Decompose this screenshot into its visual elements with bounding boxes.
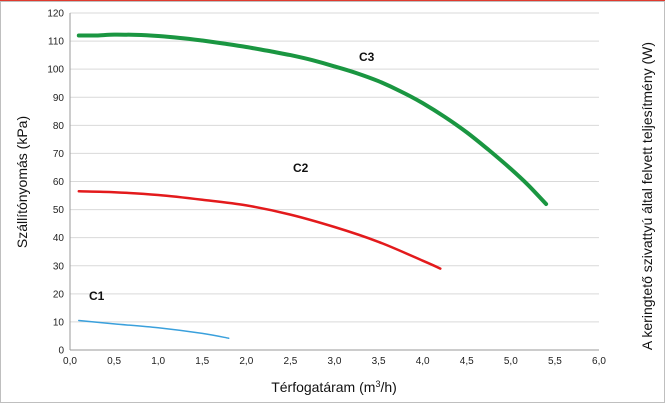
y-tick-label: 50 xyxy=(53,205,65,216)
right-axis-title: A keringtető szivattyú által felvett tel… xyxy=(639,42,655,350)
y-axis-title: Szállítónyomás (kPa) xyxy=(14,116,30,248)
x-tick-label: 2,5 xyxy=(283,356,297,367)
series-line-c2 xyxy=(77,190,442,270)
x-tick-label: 5,5 xyxy=(548,356,562,367)
y-tick-label: 60 xyxy=(53,177,65,188)
x-tick-label: 0,5 xyxy=(107,356,121,367)
x-axis-title-main: Térfogatáram (m xyxy=(271,379,375,395)
x-tick-label: 2,0 xyxy=(239,356,253,367)
series-lines xyxy=(76,32,549,339)
y-tick-label: 0 xyxy=(58,346,64,357)
y-tick-label: 70 xyxy=(53,149,65,160)
y-tick-label: 120 xyxy=(47,9,64,20)
y-tick-label: 100 xyxy=(47,65,64,76)
curve-label-c3: C3 xyxy=(359,50,375,64)
x-tick-label: 3,5 xyxy=(372,356,386,367)
series-line-c3 xyxy=(76,32,549,206)
x-tick-label: 0,0 xyxy=(63,356,77,367)
x-axis-title: Térfogatáram (m3/h) xyxy=(271,379,397,395)
x-tick-label: 3,0 xyxy=(328,356,342,367)
y-tick-label: 40 xyxy=(53,233,65,244)
series-line-c1 xyxy=(78,319,230,339)
y-tick-label: 80 xyxy=(53,121,65,132)
x-axis-title-end: /h) xyxy=(380,379,396,395)
axes xyxy=(69,13,599,351)
x-tick-label: 6,0 xyxy=(592,356,606,367)
y-tick-label: 110 xyxy=(48,37,64,48)
grid-lines xyxy=(70,12,599,323)
x-tick-label: 4,0 xyxy=(416,356,430,367)
x-axis-title-superscript: 3 xyxy=(375,379,380,389)
y-tick-label: 90 xyxy=(53,93,65,104)
x-tick-label: 1,0 xyxy=(151,356,165,367)
x-tick-label: 4,5 xyxy=(460,356,474,367)
y-tick-label: 20 xyxy=(53,289,65,300)
curve-label-c2: C2 xyxy=(293,161,309,175)
y-tick-label: 10 xyxy=(53,317,65,328)
x-tick-label: 1,5 xyxy=(195,356,209,367)
tick-labels: 0 10 20 30 40 50 60 70 80 90 100 110 120 0,0 0,5 1,0 1,5… xyxy=(47,9,606,368)
y-tick-label: 30 xyxy=(53,261,65,272)
curve-label-c1: C1 xyxy=(89,289,105,303)
x-tick-label: 5,0 xyxy=(504,356,518,367)
